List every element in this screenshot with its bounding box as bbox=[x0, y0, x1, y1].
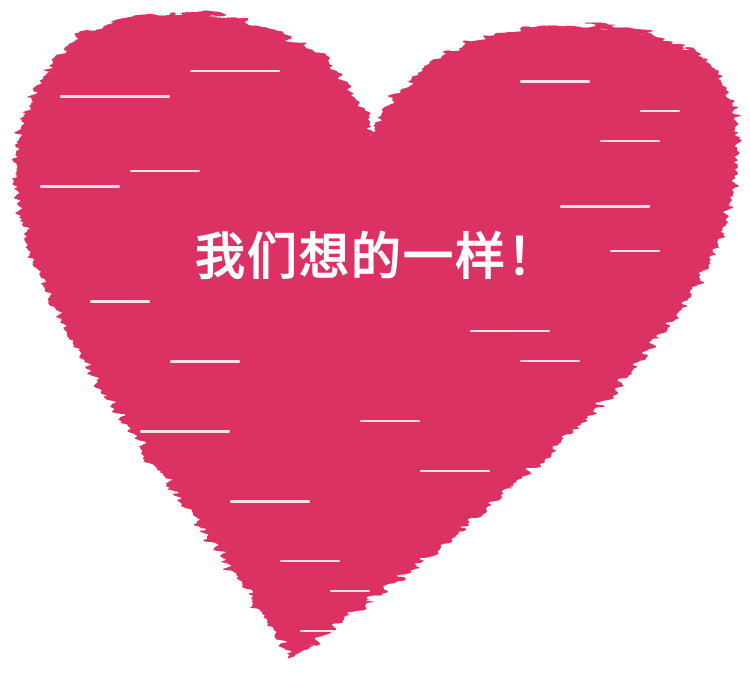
brush-gap bbox=[130, 170, 200, 172]
brush-gap bbox=[280, 560, 340, 562]
brush-gap bbox=[520, 80, 590, 83]
brush-gap bbox=[600, 140, 660, 142]
brush-gap bbox=[170, 360, 240, 363]
brush-gap bbox=[560, 205, 650, 208]
brush-gap bbox=[420, 470, 490, 472]
brush-gap bbox=[230, 500, 310, 503]
brush-gap bbox=[640, 110, 680, 112]
brush-gap bbox=[330, 590, 370, 592]
brush-gap bbox=[40, 185, 120, 188]
brush-gap bbox=[360, 420, 420, 422]
caption-label: 我们想的一样！ bbox=[195, 228, 559, 286]
caption-text: 我们想的一样！ bbox=[0, 222, 750, 292]
brush-gap bbox=[90, 300, 150, 303]
brush-gap bbox=[140, 430, 230, 433]
brush-gap bbox=[60, 95, 170, 98]
brush-gap bbox=[470, 330, 550, 332]
brush-gap bbox=[190, 70, 280, 72]
brush-gap bbox=[520, 360, 580, 362]
brush-gap bbox=[300, 630, 335, 632]
brush-gap bbox=[610, 250, 660, 252]
